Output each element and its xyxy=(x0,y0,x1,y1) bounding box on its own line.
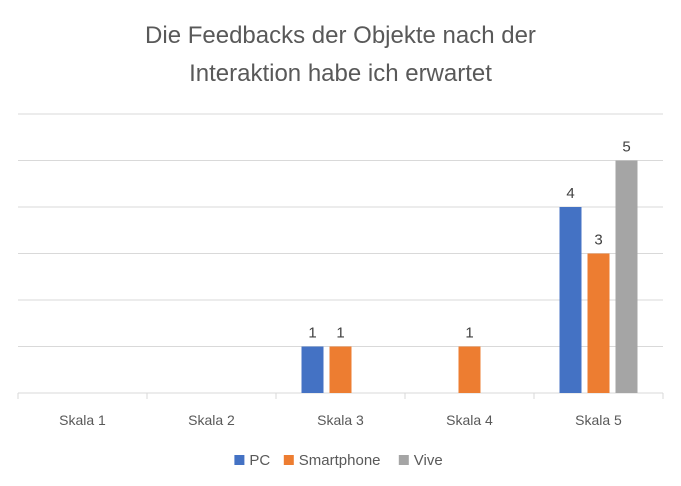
x-axis-ticks: Skala 1 Skala 2 Skala 3 Skala 4 Skala 5 xyxy=(59,412,622,428)
x-tick-label: Skala 2 xyxy=(188,412,235,428)
legend-label-smartphone: Smartphone xyxy=(299,452,381,469)
x-tick-label: Skala 1 xyxy=(59,412,106,428)
bar-smartphone-4 xyxy=(458,346,481,393)
data-labels: 1 4 1 1 3 5 xyxy=(308,139,630,342)
x-tick-label: Skala 4 xyxy=(446,412,493,428)
chart-title: Die Feedbacks der Objekte nach der Inter… xyxy=(145,22,536,87)
bars xyxy=(301,160,638,393)
legend-swatch-vive xyxy=(398,455,409,465)
legend-swatch-pc xyxy=(234,455,245,465)
data-label: 1 xyxy=(465,325,473,342)
bar-pc-3 xyxy=(301,346,324,393)
legend-label-vive: Vive xyxy=(414,452,443,469)
data-label: 4 xyxy=(566,185,574,202)
data-label: 5 xyxy=(622,139,630,156)
x-tick-label: Skala 5 xyxy=(575,412,622,428)
legend-label-pc: PC xyxy=(249,452,270,469)
gridlines xyxy=(17,113,664,399)
x-tick-label: Skala 3 xyxy=(317,412,364,428)
legend-swatch-smartphone xyxy=(283,455,294,465)
title-line-1: Die Feedbacks der Objekte nach der xyxy=(145,22,536,49)
bar-vive-5 xyxy=(615,160,638,393)
data-label: 1 xyxy=(308,325,316,342)
data-label: 3 xyxy=(594,232,602,249)
bar-pc-5 xyxy=(559,207,582,393)
bar-smartphone-5 xyxy=(587,253,610,393)
title-line-2: Interaktion habe ich erwartet xyxy=(189,60,492,87)
data-label: 1 xyxy=(336,325,344,342)
legend: PC Smartphone Vive xyxy=(234,452,443,469)
bar-smartphone-3 xyxy=(329,346,352,393)
